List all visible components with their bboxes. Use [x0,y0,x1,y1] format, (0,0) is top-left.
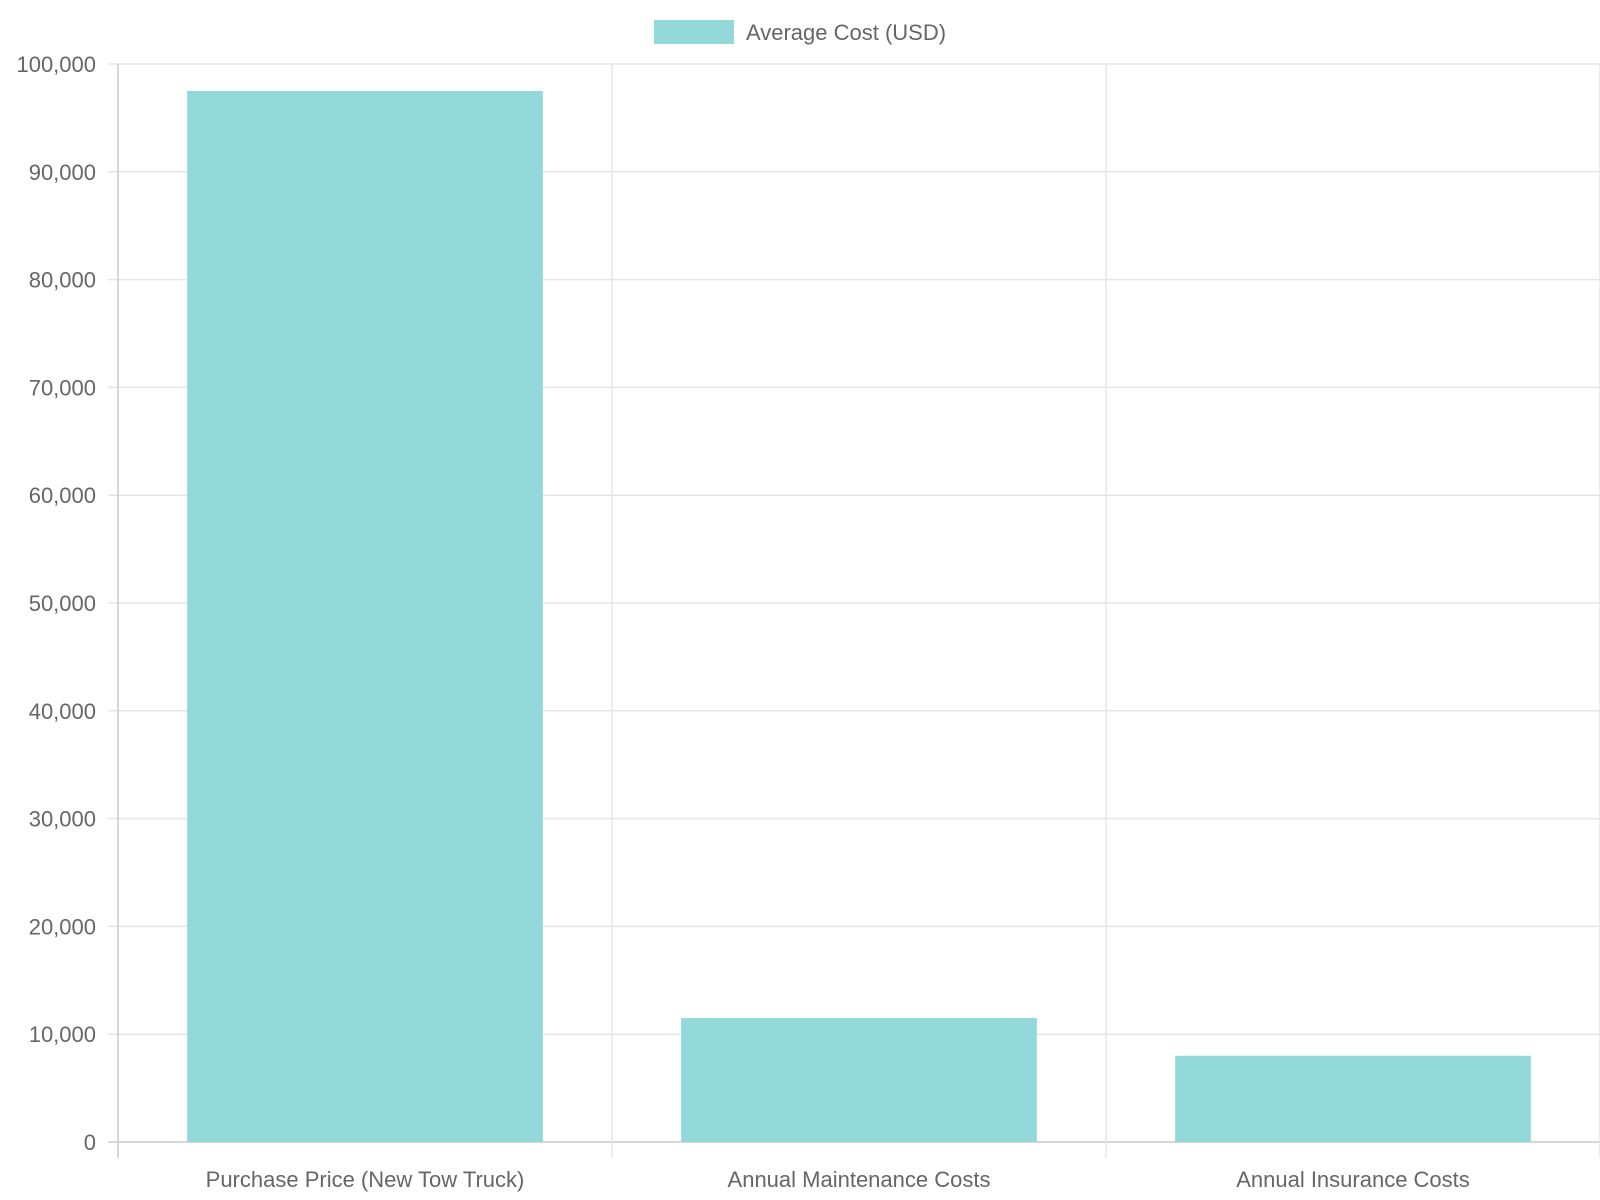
y-tick-label: 10,000 [29,1022,96,1047]
legend[interactable]: Average Cost (USD) [653,20,946,45]
y-tick-label: 100,000 [16,52,96,77]
y-tick-label: 80,000 [29,268,96,293]
y-tick-label: 50,000 [29,591,96,616]
y-tick-label: 30,000 [29,807,96,832]
x-tick-label: Annual Insurance Costs [1236,1167,1470,1192]
y-axis-ticks: 0 10,000 20,000 30,000 40,000 50,000 60,000 70,… [16,52,96,1155]
y-tick-label: 90,000 [29,160,96,185]
bar-0[interactable] [187,90,543,1143]
bar-2[interactable] [1175,1055,1531,1142]
y-tick-label: 70,000 [29,375,96,400]
y-tick-label: 40,000 [29,699,96,724]
x-axis-ticks: Purchase Price (New Tow Truck) Annual Mai… [206,1167,1470,1192]
y-tick-label: 20,000 [29,914,96,939]
legend-swatch[interactable] [653,20,734,44]
y-tick-label: 60,000 [29,483,96,508]
y-tick-label: 0 [84,1130,96,1155]
bars [187,90,1531,1143]
x-tick-label: Annual Maintenance Costs [728,1167,991,1192]
legend-label[interactable]: Average Cost (USD) [746,20,946,45]
bar-1[interactable] [681,1018,1037,1142]
x-tick-label: Purchase Price (New Tow Truck) [206,1167,525,1192]
